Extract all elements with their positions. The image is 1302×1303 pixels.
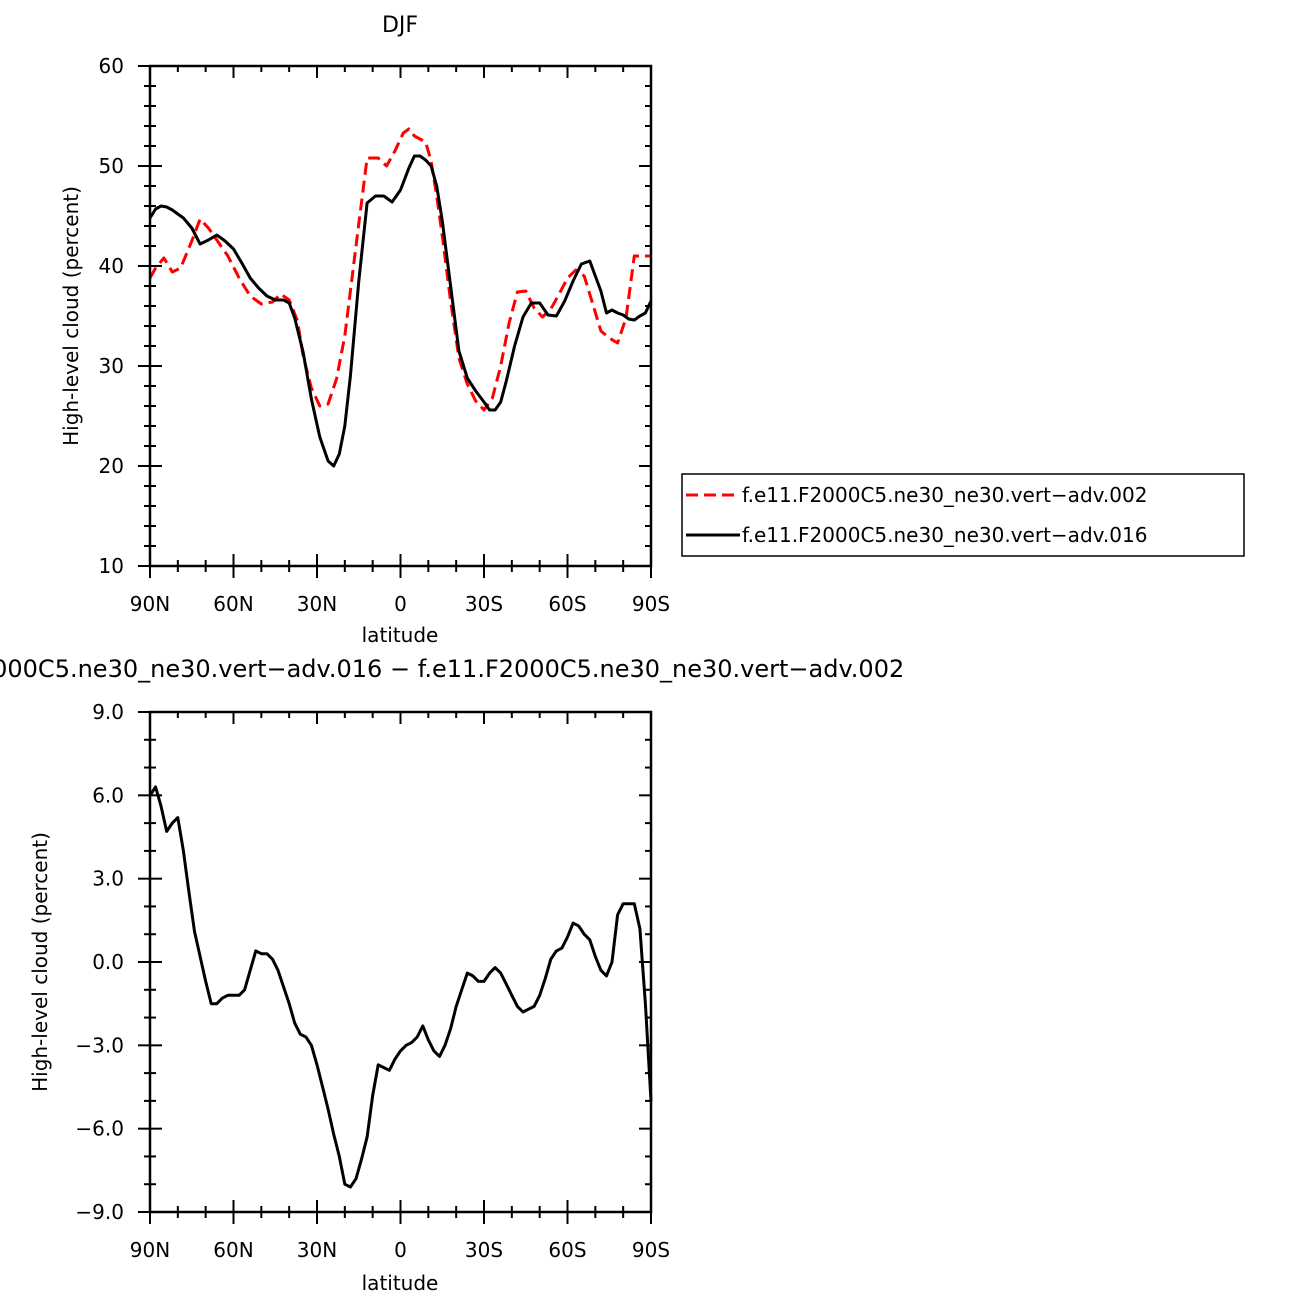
bottom-x-tick-label: 30N	[297, 1238, 337, 1262]
top-x-tick-label: 60S	[548, 592, 586, 616]
top-series-lines	[148, 127, 653, 468]
panel-bottom: f.e11.F2000C5.ne30_ne30.vert−adv.016 − f…	[0, 655, 904, 1295]
top-series-line-1	[148, 154, 653, 468]
top-x-tick-label: 60N	[213, 592, 253, 616]
top-series-line-0	[148, 127, 651, 412]
legend: f.e11.F2000C5.ne30_ne30.vert−adv.002 f.e…	[681, 473, 1245, 557]
legend-box	[681, 473, 1245, 557]
top-x-tick-label: 90N	[130, 592, 170, 616]
top-y-tick-label: 30	[99, 354, 124, 378]
bottom-series-lines	[148, 785, 653, 1189]
top-title: DJF	[382, 13, 418, 38]
bottom-y-axis-label: High-level cloud (percent)	[28, 832, 52, 1092]
bottom-series-line-0	[148, 785, 653, 1189]
bottom-x-tick-label: 60N	[213, 1238, 253, 1262]
top-y-tick-labels: 10 20 30 40 50 60	[99, 54, 124, 578]
bottom-x-tick-label: 90N	[130, 1238, 170, 1262]
top-y-tick-label: 40	[99, 254, 124, 278]
bottom-x-tick-label: 0	[394, 1238, 407, 1262]
bottom-y-tick-labels: 9.0 6.0 3.0 0.0 −3.0 −6.0 −9.0	[75, 700, 124, 1224]
top-axis-ticks	[138, 65, 652, 578]
top-y-tick-label: 20	[99, 454, 124, 478]
bottom-x-tick-label: 30S	[465, 1238, 503, 1262]
bottom-y-tick-label: 9.0	[92, 700, 124, 724]
top-y-tick-label: 50	[99, 154, 124, 178]
bottom-x-tick-label: 60S	[548, 1238, 586, 1262]
bottom-x-tick-labels: 90N 60N 30N 0 30S 60S 90S	[130, 1238, 670, 1262]
top-plot-frame	[148, 64, 653, 568]
bottom-y-tick-label: 3.0	[92, 867, 124, 891]
top-x-tick-label: 90S	[632, 592, 670, 616]
top-x-axis-label: latitude	[362, 623, 439, 647]
bottom-y-tick-label: 6.0	[92, 783, 124, 807]
legend-label-016: f.e11.F2000C5.ne30_ne30.vert−adv.016	[742, 523, 1147, 547]
top-y-axis-label: High-level cloud (percent)	[59, 186, 83, 446]
bottom-y-tick-label: −9.0	[75, 1200, 124, 1224]
top-x-tick-label: 0	[394, 592, 407, 616]
bottom-x-axis-label: latitude	[362, 1271, 439, 1295]
bottom-axis-ticks	[138, 711, 652, 1224]
bottom-title: f.e11.F2000C5.ne30_ne30.vert−adv.016 − f…	[0, 655, 904, 683]
bottom-y-tick-label: −3.0	[75, 1033, 124, 1057]
bottom-plot-frame	[148, 710, 653, 1214]
top-x-tick-labels: 90N 60N 30N 0 30S 60S 90S	[130, 592, 670, 616]
top-y-tick-label: 10	[99, 554, 124, 578]
legend-label-002: f.e11.F2000C5.ne30_ne30.vert−adv.002	[742, 483, 1147, 507]
bottom-y-tick-label: −6.0	[75, 1117, 124, 1141]
top-x-tick-label: 30S	[465, 592, 503, 616]
top-x-tick-label: 30N	[297, 592, 337, 616]
bottom-y-tick-label: 0.0	[92, 950, 124, 974]
panel-top: DJF 90N 60N 30N 0 30S 60S 90S 10 20 30 40 50 60 lat…	[59, 13, 670, 647]
bottom-x-tick-label: 90S	[632, 1238, 670, 1262]
top-y-tick-label: 60	[99, 54, 124, 78]
